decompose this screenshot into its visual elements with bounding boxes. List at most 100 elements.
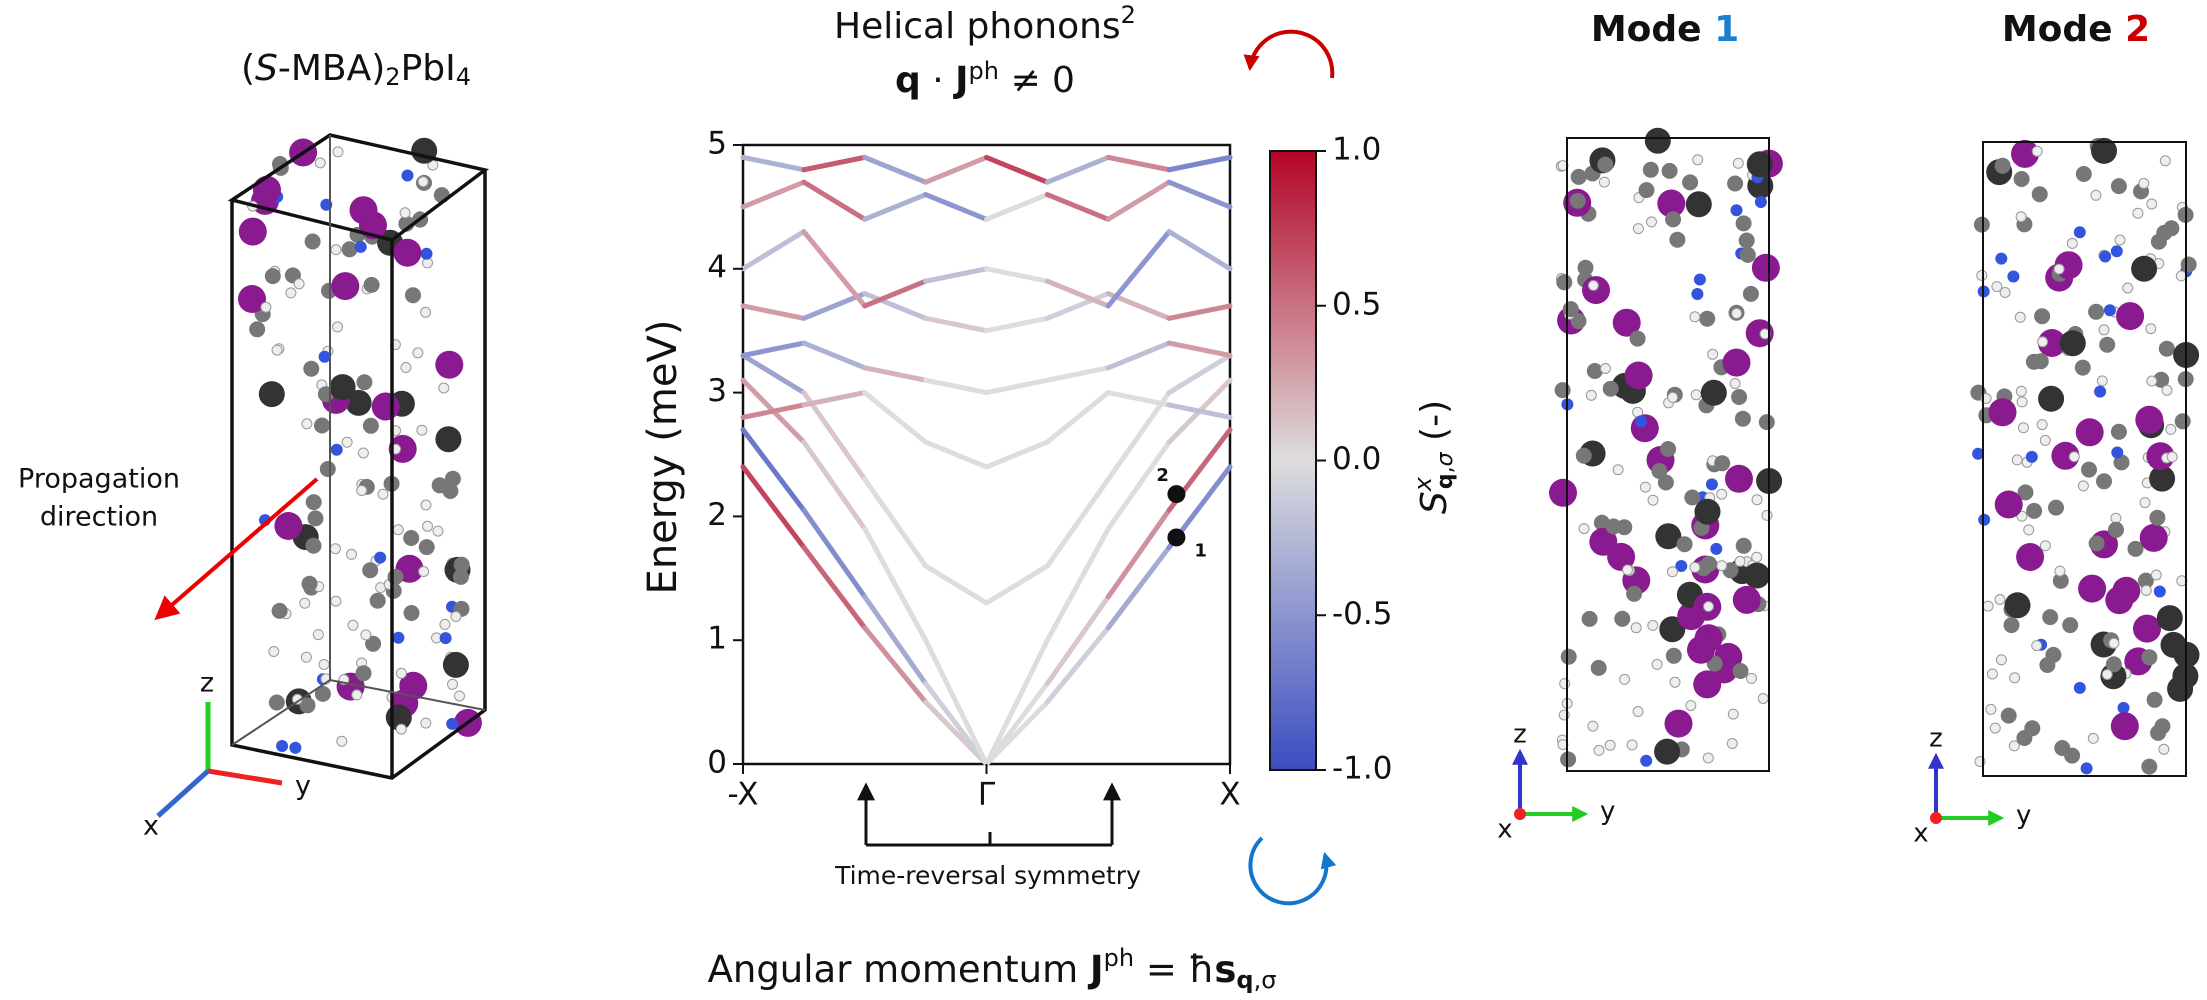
atom: [1684, 489, 1701, 506]
atom: [2112, 576, 2141, 605]
band-segment: [1166, 229, 1233, 272]
atom: [357, 447, 369, 459]
atom: [249, 321, 266, 338]
atom: [1559, 678, 1571, 690]
atom: [1675, 560, 1688, 572]
atom: [276, 740, 289, 752]
axis-y: [207, 768, 283, 786]
atom: [2011, 139, 2039, 168]
x-tick-label: Γ: [978, 777, 996, 813]
band-segment: [1166, 402, 1233, 420]
atom: [2017, 484, 2034, 501]
propagation-arrow: [154, 477, 319, 621]
atom: [374, 551, 387, 564]
atom: [1739, 246, 1756, 263]
band-segment: [740, 340, 807, 358]
atom: [2023, 524, 2035, 536]
atom: [2156, 605, 2183, 632]
atom: [2014, 311, 2026, 323]
atom: [2053, 263, 2065, 275]
band-segment: [740, 402, 807, 420]
atom: [1665, 211, 1682, 228]
atom: [1600, 363, 1611, 374]
atom: [1619, 673, 1631, 685]
atom: [2174, 413, 2191, 430]
band-segment: [740, 352, 807, 396]
atom: [2078, 574, 2107, 603]
atom: [1691, 288, 1704, 300]
band-segment: [801, 390, 868, 482]
band-segment: [1105, 390, 1172, 408]
atom: [330, 443, 343, 456]
atom: [405, 287, 421, 304]
atom: [2180, 256, 2197, 273]
atom: [1751, 551, 1763, 563]
atom: [1587, 280, 1599, 291]
atom: [293, 278, 305, 290]
x-tick-label: -X: [728, 777, 759, 813]
atom: [1655, 523, 1682, 550]
atom: [2110, 512, 2122, 524]
atom: [272, 156, 288, 172]
band-segment: [740, 229, 807, 272]
atom: [2096, 473, 2112, 490]
atom: [2025, 353, 2042, 370]
atom: [1716, 488, 1728, 500]
band-segment: [1044, 365, 1111, 383]
atom: [1632, 706, 1644, 717]
atom: [1639, 481, 1651, 493]
atom: [2059, 330, 2086, 357]
atom: [1607, 542, 1636, 571]
band-segment: [1105, 439, 1172, 532]
atom: [2158, 743, 2170, 755]
atom: [1757, 693, 1769, 704]
atom: [416, 424, 428, 436]
axis-label: z: [1929, 724, 1943, 754]
atom: [1732, 157, 1744, 169]
atom: [450, 611, 462, 622]
atom: [1972, 447, 1985, 460]
atom: [303, 360, 320, 377]
atom: [329, 374, 356, 401]
atom: [392, 524, 404, 536]
rotation-arrow: [1243, 29, 1335, 79]
atom: [314, 417, 330, 434]
atom: [362, 562, 379, 579]
atom: [393, 238, 422, 267]
atom: [1761, 509, 1773, 521]
atom: [2034, 308, 2051, 325]
atom: [2140, 584, 2152, 596]
chart-title: Helical phonons2: [834, 1, 1136, 47]
atom: [2158, 340, 2175, 357]
atom: [2110, 423, 2127, 440]
atoms: [238, 127, 2200, 775]
atom: [271, 602, 288, 619]
atom: [2146, 198, 2158, 210]
atom: [2099, 336, 2116, 353]
atom: [1732, 585, 1761, 614]
atom: [2099, 250, 2112, 263]
band-segment: [862, 365, 929, 383]
atom: [1722, 348, 1751, 377]
atom: [1738, 232, 1755, 249]
atom: [1593, 744, 1605, 756]
band-segment: [1044, 192, 1111, 222]
atom: [351, 689, 363, 701]
atom: [1654, 738, 1681, 765]
atom: [345, 389, 372, 416]
atom: [1647, 494, 1659, 506]
axis-label: y: [1600, 797, 1615, 827]
atom: [2008, 740, 2020, 752]
atom: [268, 646, 280, 657]
band-segment: [1044, 291, 1111, 321]
band-segment: [984, 439, 1050, 470]
unit-cell: [227, 133, 490, 780]
atom: [365, 635, 382, 652]
atom: [2150, 233, 2167, 250]
colorbar-tick-label: 1.0: [1332, 132, 1381, 168]
atom: [330, 244, 342, 256]
atom: [1685, 700, 1697, 712]
axis-x: [156, 769, 210, 818]
atom: [1651, 658, 1663, 670]
atom: [1661, 162, 1678, 179]
